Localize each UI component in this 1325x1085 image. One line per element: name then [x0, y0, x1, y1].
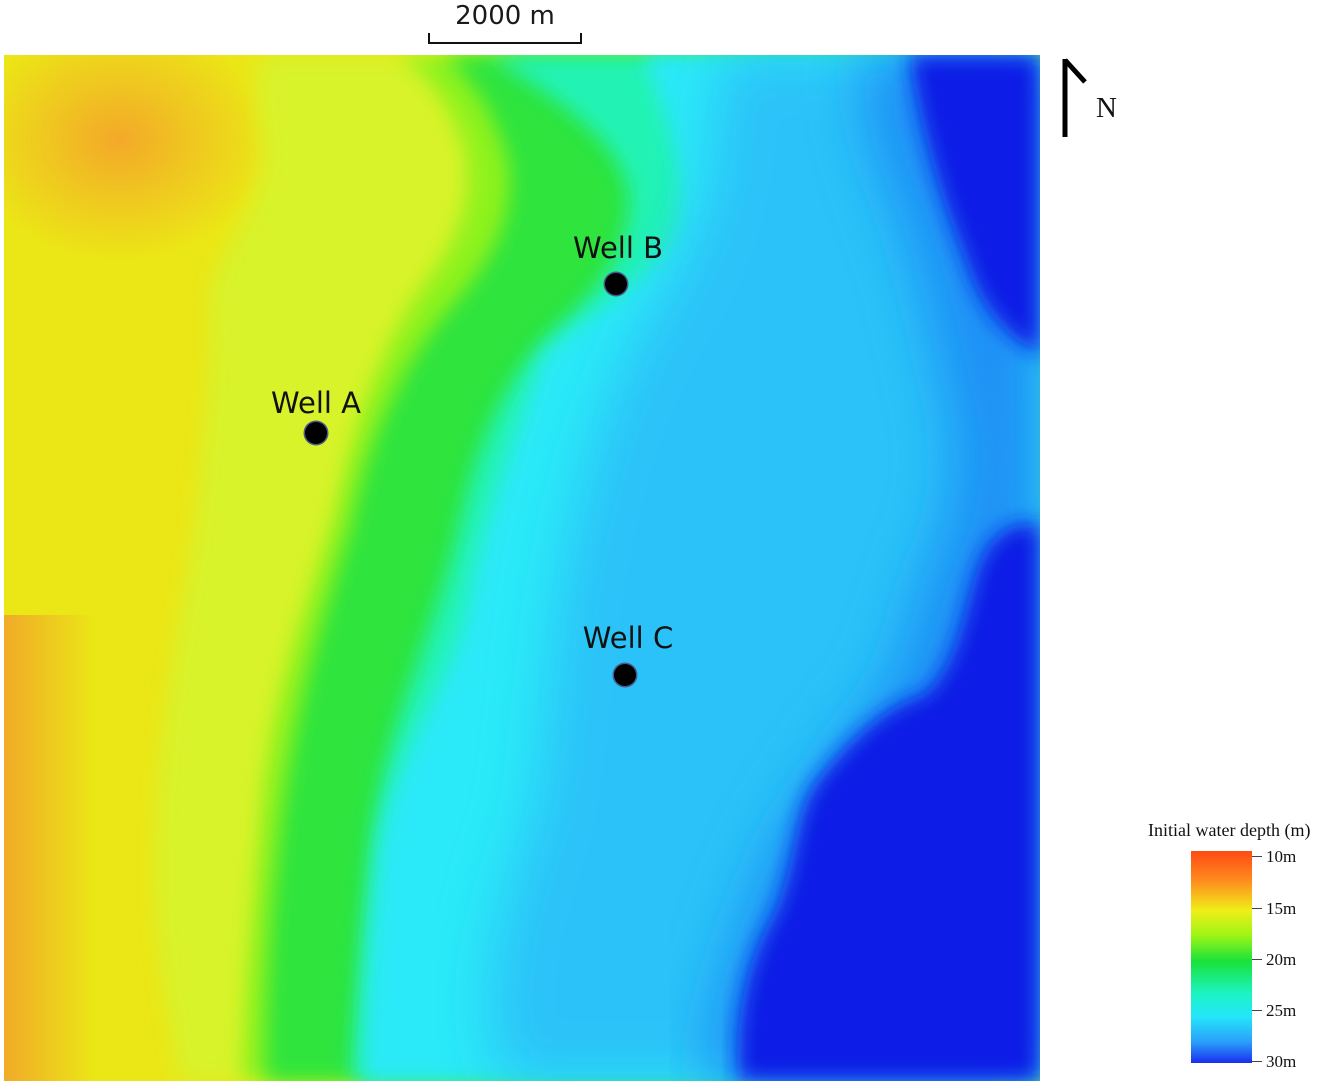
legend-tick-label: 25m	[1266, 1001, 1297, 1020]
scale-bar: 2000 m	[428, 0, 582, 46]
zone-orange-west	[4, 615, 94, 1081]
legend-tick-label: 15m	[1266, 899, 1297, 918]
well-c-label: Well C	[582, 621, 674, 655]
legend-title: Initial water depth (m)	[1148, 820, 1311, 840]
water-depth-map-svg	[4, 55, 1040, 1081]
well-a-marker[interactable]	[305, 422, 327, 444]
legend-tick-label: 20m	[1266, 950, 1297, 969]
legend-tick	[1252, 856, 1262, 857]
legend-tick-label: 30m	[1266, 1052, 1297, 1071]
legend-tick	[1252, 1061, 1262, 1062]
legend-tick	[1252, 959, 1262, 960]
zone-orange-north	[4, 55, 269, 260]
well-b-label: Well B	[572, 231, 664, 265]
legend: Initial water depth (m) 10m 15m 20m 25m …	[1148, 820, 1325, 1075]
legend-tick-label: 10m	[1266, 847, 1297, 866]
legend-tick	[1252, 1010, 1262, 1011]
water-depth-map	[4, 55, 1040, 1081]
legend-tick	[1252, 908, 1262, 909]
well-a-label: Well A	[271, 386, 361, 420]
scale-bar-line	[428, 33, 582, 44]
well-b-marker[interactable]	[605, 273, 627, 295]
scale-bar-label: 2000 m	[455, 1, 555, 31]
north-label: N	[1096, 92, 1117, 124]
well-c-marker[interactable]	[614, 664, 636, 686]
north-arrow-icon	[1062, 58, 1087, 137]
legend-color-bar	[1191, 851, 1252, 1063]
zone-deep-blue	[738, 55, 1040, 1081]
